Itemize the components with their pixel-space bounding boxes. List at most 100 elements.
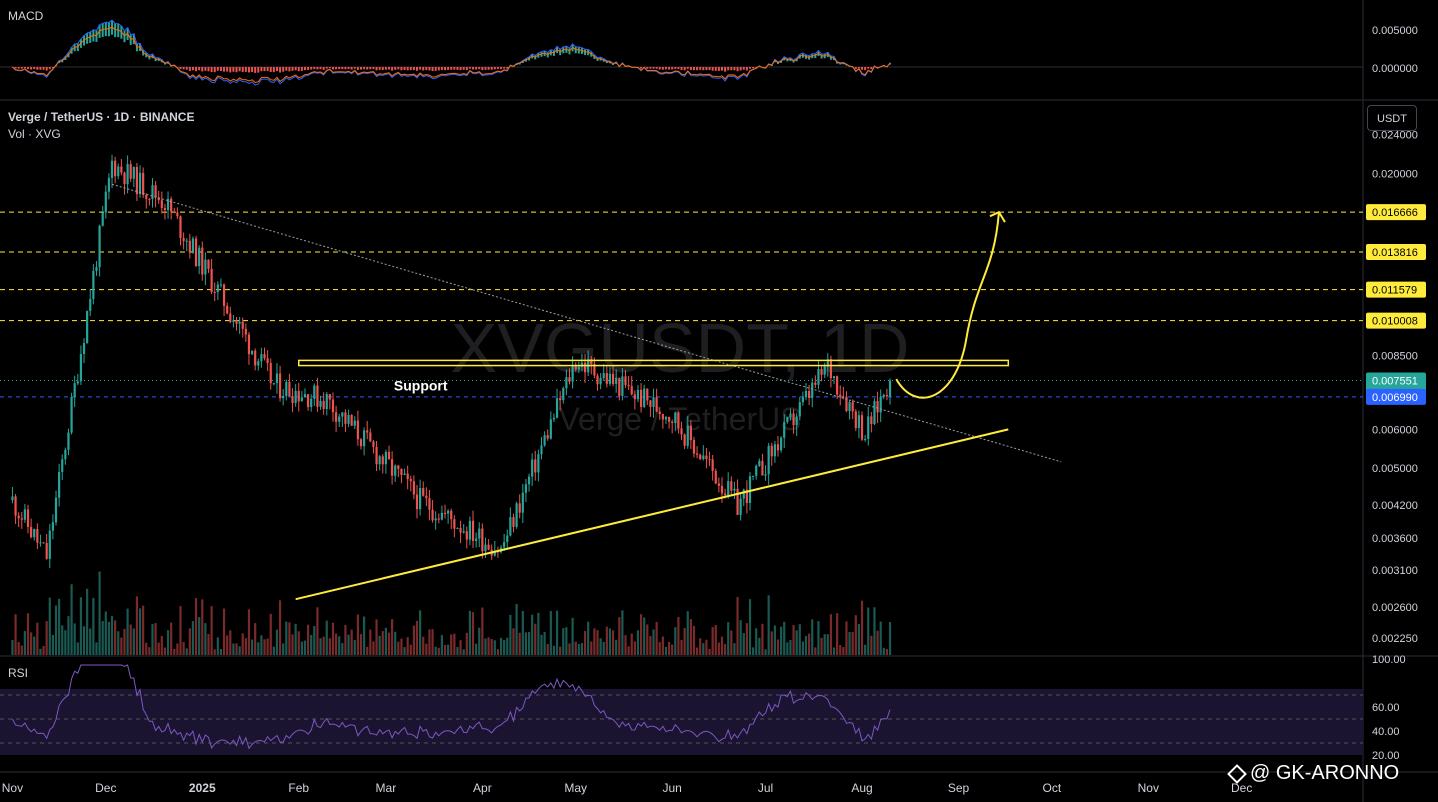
price-tag-value: 0.006990 <box>1372 392 1418 404</box>
macd-histogram-bar <box>251 67 254 72</box>
volume-bar <box>163 647 167 655</box>
volume-bar <box>767 595 770 655</box>
candle-body <box>185 240 188 242</box>
candle-body <box>708 459 711 461</box>
volume-bar <box>773 625 776 655</box>
macd-histogram-bar <box>465 67 468 71</box>
volume-bar <box>313 625 316 655</box>
symbol-header: Verge / TetherUS · 1D · BINANCE <box>8 110 195 124</box>
candle-body <box>391 459 394 476</box>
volume-bar <box>70 584 73 655</box>
macd-histogram-bar <box>356 67 359 70</box>
volume-bars <box>11 571 892 655</box>
volume-bar <box>587 621 590 655</box>
macd-histogram-bar <box>854 67 857 69</box>
candle-body <box>64 449 67 460</box>
candle-body <box>776 444 780 451</box>
volume-bar <box>403 647 406 655</box>
volume-bar <box>431 629 434 655</box>
candle-body <box>873 401 876 425</box>
candle-body <box>216 284 219 293</box>
volume-bar <box>219 649 223 655</box>
macd-histogram-bar <box>188 67 191 71</box>
volume-bar <box>870 635 873 655</box>
candle-body <box>826 359 829 367</box>
macd-histogram-bar <box>646 67 649 69</box>
candle-body <box>425 495 428 499</box>
macd-histogram-bar <box>468 67 471 69</box>
volume-bar <box>216 637 219 655</box>
volume-bar <box>839 645 842 655</box>
candle-body <box>792 413 795 426</box>
volume-bar <box>266 638 269 655</box>
volume-bar <box>845 621 848 655</box>
macd-histogram-bar <box>313 67 316 70</box>
volume-bar <box>194 598 198 655</box>
volume-bar <box>770 631 773 655</box>
volume-bar <box>720 636 724 655</box>
macd-histogram-bar <box>717 67 720 71</box>
volume-bar <box>179 606 182 655</box>
candle-body <box>188 240 191 253</box>
volume-bar <box>624 635 627 655</box>
macd-histogram-bar <box>459 67 462 71</box>
candle-body <box>232 320 235 322</box>
macd-histogram-bar <box>347 67 350 70</box>
candle-body <box>736 488 739 515</box>
volume-bar <box>683 628 686 655</box>
volume-bar <box>222 608 226 655</box>
macd-histogram-bar <box>702 67 705 71</box>
volume-bar <box>605 626 608 655</box>
candle-body <box>89 299 92 311</box>
candle-body <box>465 531 468 540</box>
volume-bar <box>583 630 587 655</box>
volume-bar <box>89 628 92 655</box>
candle-body <box>742 489 745 499</box>
volume-bar <box>126 608 129 655</box>
volume-bar <box>695 647 699 655</box>
candle-body <box>671 421 674 423</box>
macd-histogram-bar <box>17 67 20 69</box>
macd-histogram-bar <box>45 67 48 71</box>
candle-body <box>244 328 247 335</box>
volume-bar <box>655 621 658 655</box>
candle-body <box>674 412 677 423</box>
volume-bar <box>303 640 307 655</box>
volume-bar <box>599 638 602 655</box>
volume-bar <box>549 610 552 655</box>
x-axis-tick: Oct <box>1043 781 1062 795</box>
currency-button[interactable]: USDT <box>1367 105 1417 131</box>
volume-bar <box>736 596 739 655</box>
volume-bar <box>621 610 624 655</box>
volume-bar <box>359 634 363 655</box>
volume-bar <box>434 646 437 655</box>
volume-bar <box>76 642 79 655</box>
volume-bar <box>322 636 325 655</box>
macd-histogram-bar <box>668 67 671 70</box>
volume-bar <box>876 630 879 655</box>
candle-body <box>882 395 885 397</box>
candle-body <box>120 166 123 173</box>
volume-bar <box>733 643 736 655</box>
macd-histogram-bar <box>748 67 751 69</box>
candle-body <box>605 373 608 384</box>
volume-bar <box>615 639 618 655</box>
volume-bar <box>132 628 135 655</box>
candle-body <box>334 412 338 422</box>
macd-histogram-bar <box>674 67 677 69</box>
macd-histogram-bar <box>686 67 689 69</box>
volume-bar <box>851 631 854 655</box>
volume-bar <box>247 609 251 655</box>
candle-body <box>347 414 350 424</box>
candle-body <box>870 416 873 425</box>
candle-body <box>104 191 107 213</box>
candle-body <box>518 503 521 513</box>
macd-histogram-bar <box>216 67 219 71</box>
volume-bar <box>288 622 291 655</box>
candle-body <box>145 194 148 199</box>
candle-body <box>661 414 664 420</box>
volume-bar <box>201 599 204 655</box>
volume-bar <box>864 644 867 655</box>
macd-histogram-bar <box>257 67 260 73</box>
volume-bar <box>20 645 23 655</box>
